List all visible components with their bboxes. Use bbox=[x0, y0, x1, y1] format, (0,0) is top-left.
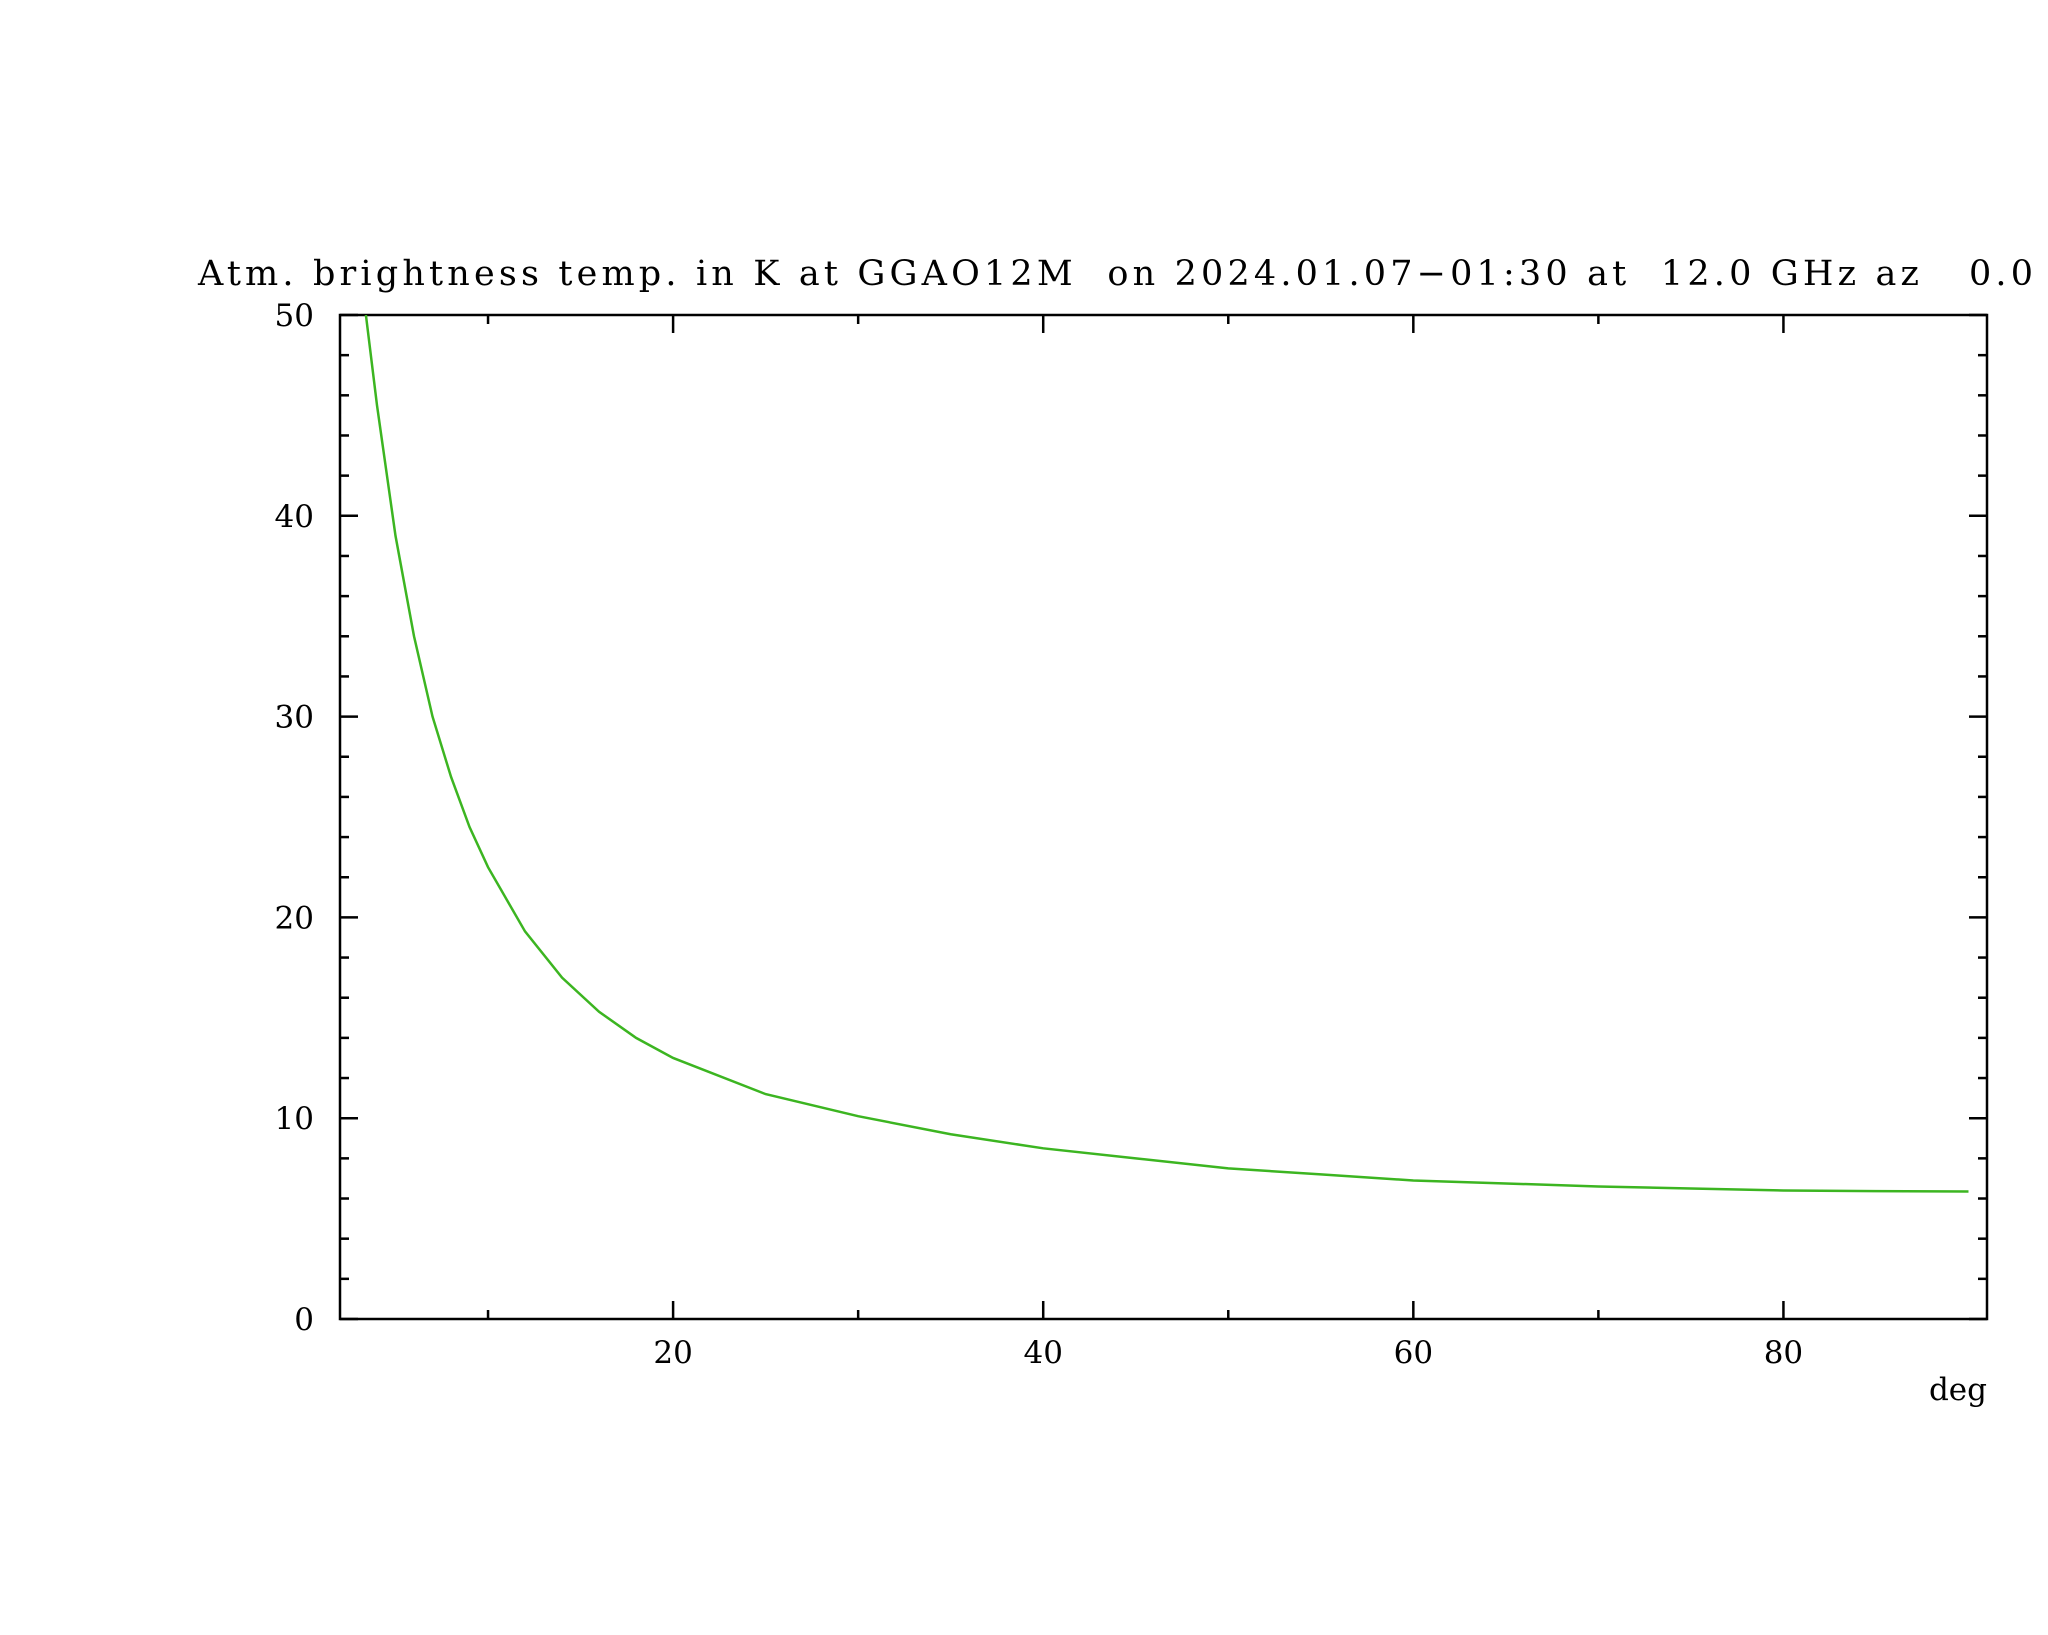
plot-frame bbox=[338, 313, 1989, 1321]
x-tick-label: 60 bbox=[1394, 1335, 1433, 1371]
y-tick-label: 0 bbox=[294, 1302, 314, 1338]
x-tick-label: 40 bbox=[1023, 1335, 1062, 1371]
x-tick-label: 80 bbox=[1764, 1335, 1803, 1371]
data-line bbox=[364, 315, 1969, 1193]
y-tick-label: 40 bbox=[275, 499, 314, 535]
y-tick-label: 50 bbox=[275, 298, 314, 334]
y-tick-label: 10 bbox=[275, 1101, 314, 1137]
y-tick-label: 30 bbox=[275, 700, 314, 736]
x-tick-label: 20 bbox=[653, 1335, 692, 1371]
x-axis-label: deg bbox=[1929, 1372, 1987, 1408]
chart-title: Atm. brightness temp. in K at GGAO12M on… bbox=[197, 254, 2033, 294]
y-tick-label: 20 bbox=[275, 900, 314, 936]
